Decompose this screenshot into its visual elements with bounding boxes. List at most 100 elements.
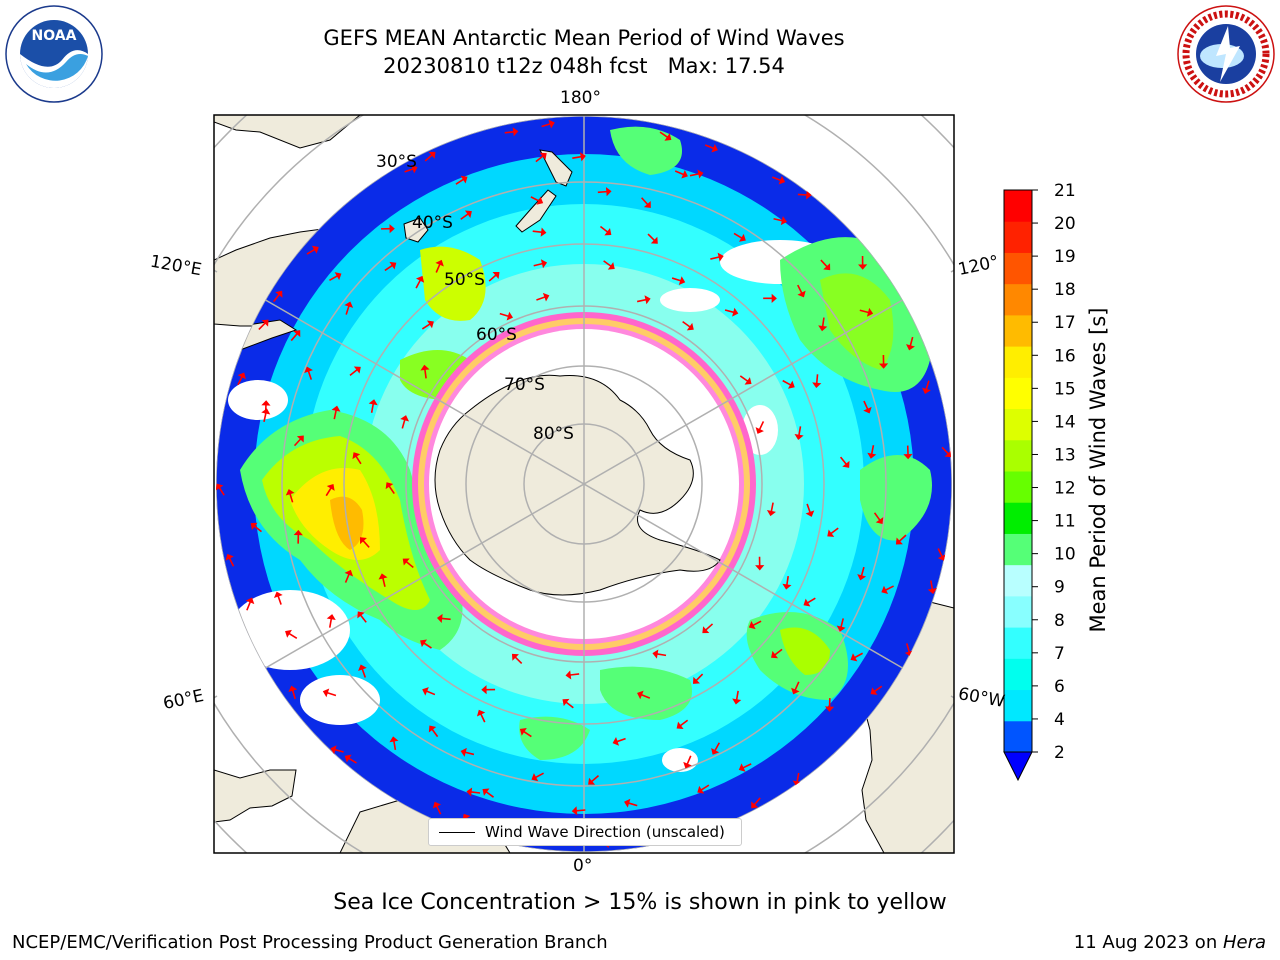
run-date: 11 Aug 2023 on Hera xyxy=(1074,932,1266,953)
wind-arrow-head xyxy=(771,650,779,659)
wind-arrow-shaft xyxy=(739,375,749,382)
wind-arrow-head xyxy=(823,263,831,271)
colorbar-tick-label: 16 xyxy=(1054,346,1076,366)
colorbar-tick-label: 2 xyxy=(1054,743,1065,763)
wind-arrow-shaft xyxy=(937,548,943,557)
wind-arrow-head xyxy=(806,190,812,200)
wind-arrow-head xyxy=(466,787,473,797)
wind-arrow-head xyxy=(216,483,224,491)
wind-arrow-shaft xyxy=(772,176,781,182)
wind-arrow-shaft xyxy=(361,668,367,678)
wind-arrow-shaft xyxy=(815,374,819,384)
nws-logo xyxy=(1177,5,1275,103)
wind-arrow-shaft xyxy=(393,740,397,751)
wind-arrow-head xyxy=(245,597,255,605)
wind-arrow-shaft xyxy=(807,597,816,604)
wind-arrow-head xyxy=(422,687,429,696)
wind-arrow-shaft xyxy=(532,230,542,233)
wind-arrow-shaft xyxy=(405,561,414,569)
wind-arrow-shaft xyxy=(415,279,422,289)
wind-arrow-head xyxy=(644,295,651,305)
wind-arrow-head xyxy=(605,187,612,197)
wind-arrow-shaft xyxy=(806,503,811,513)
wind-arrow-head xyxy=(778,175,786,185)
wind-arrow-head xyxy=(794,434,804,440)
wind-arrow-head xyxy=(359,537,367,545)
wind-arrow-shaft xyxy=(603,260,612,267)
wind-arrow-shaft xyxy=(431,728,439,738)
wind-arrow-shaft xyxy=(460,213,469,220)
wind-arrow-shaft xyxy=(348,757,357,764)
colorbar-segment xyxy=(1004,221,1032,253)
wind-arrow-head xyxy=(711,747,720,755)
wind-arrow-head xyxy=(536,196,544,205)
wind-arrow-head xyxy=(906,344,915,351)
wind-arrow-shaft xyxy=(704,144,714,150)
wind-arrow-head xyxy=(519,728,527,736)
wind-arrow-shaft xyxy=(504,131,514,134)
colorbar-tick-label: 18 xyxy=(1054,280,1076,300)
wind-arrow-head xyxy=(643,200,651,208)
wind-arrow-head xyxy=(738,763,746,772)
wind-arrow-shaft xyxy=(485,791,495,798)
colorbar-tick-label: 15 xyxy=(1054,379,1076,399)
wind-arrow-shaft xyxy=(679,719,689,727)
wind-arrow-head xyxy=(225,553,234,561)
legend-line-swatch xyxy=(439,831,475,833)
colorbar-segment xyxy=(1004,658,1032,691)
colorbar-tick-label: 13 xyxy=(1054,445,1076,465)
wind-arrow-shaft xyxy=(689,173,699,177)
colorbar-segment xyxy=(1004,377,1032,410)
wind-arrow-head xyxy=(588,777,596,785)
wind-arrow-shaft xyxy=(794,681,800,691)
wind-arrow-shaft xyxy=(941,446,949,455)
wind-arrow-shaft xyxy=(465,751,475,756)
wind-arrow-head xyxy=(607,262,615,270)
wind-arrow-shaft xyxy=(628,802,638,807)
colorbar-segment xyxy=(1004,689,1032,722)
wind-arrow-shaft xyxy=(307,370,313,380)
wind-arrow-head xyxy=(293,330,301,338)
colorbar-segment xyxy=(1004,252,1032,285)
wind-arrow-shaft xyxy=(253,525,262,533)
wind-arrow-shaft xyxy=(840,618,845,628)
colorbar-segment xyxy=(1004,627,1032,659)
colorbar-tick-label: 8 xyxy=(1054,611,1065,631)
wind-arrow-head xyxy=(436,613,443,624)
wind-arrow-shaft xyxy=(839,456,847,465)
colorbar-segment xyxy=(1004,346,1032,378)
wind-arrow-head xyxy=(512,127,519,137)
wind-arrow-head xyxy=(678,276,686,286)
wind-arrow-shaft xyxy=(488,274,497,282)
wind-arrow-shaft xyxy=(334,748,344,753)
lat-label-30s: 30°S xyxy=(376,152,417,172)
wind-arrow-shaft xyxy=(742,763,752,769)
wind-arrow-shaft xyxy=(523,730,532,738)
wind-arrow-shaft xyxy=(306,248,316,255)
wind-arrow-shaft xyxy=(753,797,761,806)
wind-arrow-shaft xyxy=(860,566,865,577)
wind-arrow-shaft xyxy=(333,410,337,420)
wind-arrow-head xyxy=(711,143,718,153)
wind-arrow-shaft xyxy=(344,573,350,583)
wind-arrow-shaft xyxy=(682,320,691,328)
wind-arrow-head xyxy=(686,322,694,331)
wind-arrow-shaft xyxy=(797,193,807,196)
wind-arrow-shaft xyxy=(435,805,442,815)
wind-arrow-head xyxy=(326,483,335,491)
wind-arrow-head xyxy=(389,736,399,743)
wind-arrow-head xyxy=(237,372,246,380)
wind-arrow-head xyxy=(273,591,283,599)
legend-label: Wind Wave Direction (unscaled) xyxy=(485,823,725,841)
wind-arrow-head xyxy=(697,785,705,794)
wind-arrow-head xyxy=(344,754,352,763)
wind-arrow-head xyxy=(539,152,547,160)
wind-arrow-shaft xyxy=(616,737,626,743)
wind-arrows xyxy=(216,119,952,848)
wind-arrow-shaft xyxy=(774,648,783,656)
wind-arrow-shaft xyxy=(471,791,481,794)
wind-arrow-head xyxy=(858,264,868,270)
wind-arrow-head xyxy=(330,745,337,755)
wind-arrow-head xyxy=(331,405,341,412)
machine-name: Hera xyxy=(1222,932,1266,953)
